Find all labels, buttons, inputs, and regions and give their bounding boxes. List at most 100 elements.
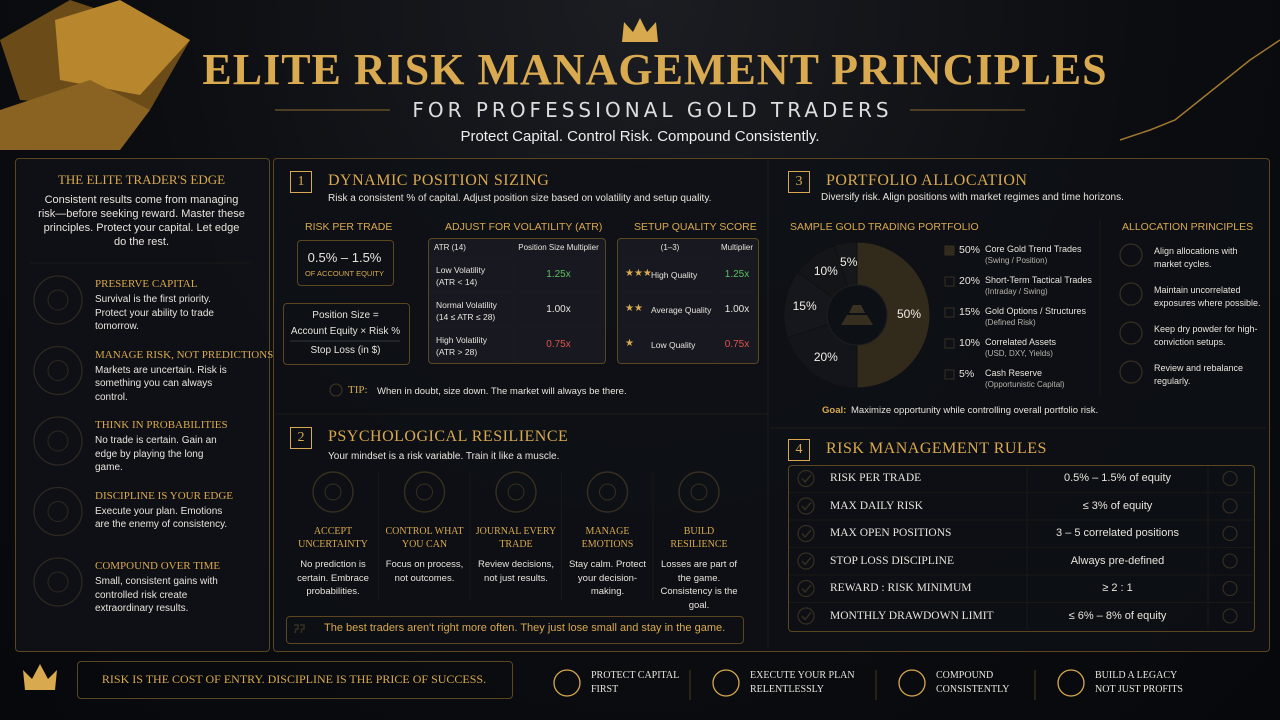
stars: ★★ — [625, 303, 643, 314]
crown — [23, 664, 57, 690]
rule-name: MAX DAILY RISK — [830, 499, 923, 512]
table-header: Multiplier — [720, 243, 753, 252]
resilience-text: Focus on process, not outcomes. — [385, 559, 464, 584]
footer-line: PROTECT CAPITAL — [591, 670, 680, 681]
multiplier: 1.00x — [546, 304, 571, 315]
resilience-text: Review decisions, not just results. — [477, 559, 555, 584]
title: ELITE RISK MANAGEMENT PRINCIPLES — [202, 45, 1108, 94]
chart-line — [1119, 39, 1280, 141]
edge-item-text: No trade is certain. Gain an edge by pla… — [95, 435, 217, 473]
gold-bar — [0, 80, 150, 150]
legend-note: (Defined Risk) — [985, 318, 1036, 327]
legend-note: (Opportunistic Capital) — [985, 380, 1065, 389]
section-title: RISK MANAGEMENT RULES — [826, 440, 1047, 457]
legend-percent: 5% — [959, 368, 975, 380]
slice-label: 15% — [792, 298, 817, 313]
tip-label: TIP: — [348, 384, 368, 396]
sub-heading: ADJUST FOR VOLATILITY (ATR) — [445, 221, 603, 233]
tip-text: When in doubt, size down. The market wil… — [377, 386, 627, 397]
rules-table — [788, 465, 1255, 632]
footer-line: RELENTLESSLY — [750, 684, 824, 695]
sub-heading: RISK PER TRADE — [305, 221, 393, 233]
legend-percent: 15% — [959, 306, 981, 318]
icon — [1057, 669, 1085, 697]
motto: RISK IS THE COST OF ENTRY. DISCIPLINE IS… — [101, 672, 487, 686]
rule-value: ≥ 2 : 1 — [1102, 582, 1133, 594]
edge-item-title: MANAGE RISK, NOT PREDICTIONS — [95, 348, 274, 361]
edge-item-title: PRESERVE CAPITAL — [95, 278, 198, 290]
footer-line: EXECUTE YOUR PLAN — [750, 670, 855, 681]
goal-label: Goal: — [822, 405, 847, 416]
section-number: 1 — [290, 171, 312, 193]
section-number: 4 — [788, 439, 810, 461]
table-header: ATR (14) — [434, 243, 466, 252]
formula-denominator: Stop Loss (in $) — [310, 345, 381, 356]
rule-name: REWARD : RISK MINIMUM — [830, 582, 972, 594]
section-title: DYNAMIC POSITION SIZING — [328, 172, 550, 189]
multiplier: 1.25x — [546, 269, 571, 280]
icon — [898, 669, 926, 697]
slice-label: 50% — [896, 307, 922, 321]
rule-value: ≤ 6% – 8% of equity — [1068, 609, 1167, 622]
section-title: PORTFOLIO ALLOCATION — [826, 172, 1028, 189]
row-label: High Quality — [651, 270, 698, 280]
gold-bar — [55, 0, 190, 95]
section-number: 2 — [290, 427, 312, 449]
section-subtitle: Risk a consistent % of capital. Adjust p… — [328, 193, 712, 204]
legend-percent: 20% — [959, 275, 981, 287]
quality-table — [617, 238, 759, 364]
legend-name: Cash Reserve — [985, 368, 1043, 378]
edge-item-title: THINK IN PROBABILITIES — [95, 419, 228, 431]
rule-name: MAX OPEN POSITIONS — [830, 527, 952, 539]
edge-item-text: Survival is the first priority. Protect … — [95, 294, 214, 332]
resilience-text: No prediction is certain. Embrace probab… — [297, 559, 369, 597]
rule-value: ≤ 3% of equity — [1082, 499, 1153, 512]
slice-label: 20% — [813, 349, 838, 364]
principle: Review and rebalance regularly. — [1154, 363, 1244, 386]
edge-item-title: DISCIPLINE IS YOUR EDGE — [95, 489, 234, 502]
principle: Keep dry powder for high-conviction setu… — [1154, 324, 1258, 347]
quote: The best traders aren't right more often… — [324, 622, 726, 634]
rule-name: STOP LOSS DISCIPLINE — [830, 554, 954, 567]
principle: Align allocations with market cycles. — [1154, 246, 1238, 269]
legend-name: Core Gold Trend Trades — [985, 244, 1082, 254]
row-label: Average Quality — [651, 305, 712, 315]
row-label: Normal Volatility — [436, 300, 497, 310]
edge-title: THE ELITE TRADER'S EDGE — [57, 172, 226, 187]
table-header: Position Size Multiplier — [518, 243, 599, 252]
multiplier: 0.75x — [724, 339, 750, 350]
rule-name: RISK PER TRADE — [830, 472, 922, 484]
sub-heading: SAMPLE GOLD TRADING PORTFOLIO — [790, 221, 979, 233]
resilience-text: Stay calm. Protect your decision-making. — [568, 559, 647, 597]
rule-value: 3 – 5 correlated positions — [1056, 527, 1179, 539]
edge-item-text: Markets are uncertain. Risk is something… — [95, 364, 227, 403]
principle: Maintain uncorrelated exposures where po… — [1154, 285, 1261, 308]
section-subtitle: Your mindset is a risk variable. Train i… — [328, 451, 560, 462]
crown — [622, 18, 658, 42]
risk-unit: OF ACCOUNT EQUITY — [304, 269, 385, 278]
goal: Maximize opportunity while controlling o… — [851, 405, 1099, 416]
edge-item-text: Small, consistent gains with controlled … — [95, 576, 218, 614]
legend-percent: 10% — [959, 337, 981, 349]
section-subtitle: Diversify risk. Align positions with mar… — [821, 192, 1124, 203]
resilience-title: BUILD RESILIENCE — [670, 526, 728, 550]
footer-line: CONSISTENTLY — [936, 684, 1010, 695]
atr-table — [428, 238, 606, 364]
row-label: Low Volatility — [436, 265, 486, 275]
resilience-title: JOURNAL EVERY TRADE — [475, 526, 557, 550]
icon — [553, 669, 581, 697]
sub-heading: SETUP QUALITY SCORE — [634, 221, 757, 233]
resilience-title: CONTROL WHAT YOU CAN — [385, 526, 464, 550]
row-note: (ATR < 14) — [436, 277, 478, 287]
formula-numerator: Account Equity × Risk % — [290, 326, 401, 337]
footer-line: NOT JUST PROFITS — [1095, 684, 1183, 695]
section-number: 3 — [788, 171, 810, 193]
rule-name: MONTHLY DRAWDOWN LIMIT — [830, 609, 994, 622]
quote-box — [286, 616, 744, 644]
multiplier: 1.25x — [724, 269, 750, 280]
section-title: PSYCHOLOGICAL RESILIENCE — [328, 428, 569, 445]
tagline: Protect Capital. Control Risk. Compound … — [460, 128, 820, 145]
rule-value: 0.5% – 1.5% of equity — [1063, 472, 1171, 484]
formula-box — [283, 303, 410, 365]
